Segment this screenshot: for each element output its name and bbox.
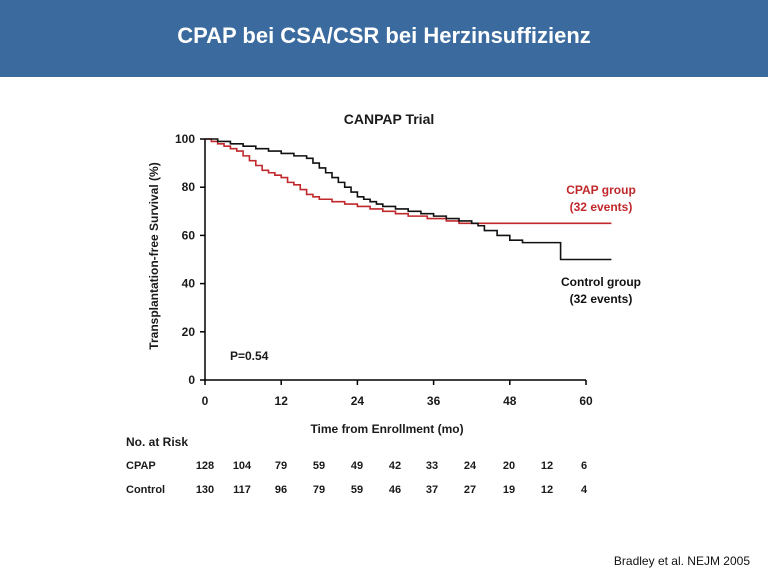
- at-risk-cell: 4: [581, 484, 588, 496]
- at-risk-cell: 20: [503, 460, 515, 472]
- at-risk-cell: 130: [196, 484, 214, 496]
- at-risk-cell: 96: [275, 484, 287, 496]
- slide-header: CPAP bei CSA/CSR bei Herzinsuffizienz: [0, 0, 768, 77]
- at-risk-cell: 59: [351, 484, 363, 496]
- slide-title: CPAP bei CSA/CSR bei Herzinsuffizienz: [177, 22, 591, 48]
- at-risk-cell: 46: [389, 484, 401, 496]
- p-value-annotation: P=0.54: [230, 349, 269, 363]
- y-tick-label: 100: [175, 132, 195, 146]
- at-risk-cell: 42: [389, 460, 401, 472]
- x-tick-label: 0: [202, 394, 209, 408]
- at-risk-cell: 117: [233, 484, 251, 496]
- control-survival-curve: [205, 138, 612, 261]
- at-risk-cell: 49: [351, 460, 363, 472]
- cpap-survival-curve: [205, 138, 612, 225]
- at-risk-cell: 59: [313, 460, 325, 472]
- y-tick-label: 0: [188, 373, 195, 387]
- x-tick-label: 60: [579, 394, 593, 408]
- x-tick-label: 24: [351, 394, 365, 408]
- citation: Bradley et al. NEJM 2005: [613, 554, 750, 568]
- at-risk-row-label: Control: [126, 484, 165, 496]
- y-tick-label: 60: [182, 228, 196, 242]
- chart-axes: [204, 139, 586, 381]
- at-risk-cell: 37: [426, 484, 438, 496]
- x-axis-label: Time from Enrollment (mo): [310, 422, 463, 436]
- at-risk-cell: 33: [426, 460, 438, 472]
- at-risk-row-label: CPAP: [126, 460, 156, 472]
- legend-control-events: (32 events): [570, 292, 633, 306]
- legend-cpap-events: (32 events): [570, 200, 633, 214]
- at-risk-cell: 79: [275, 460, 287, 472]
- x-tick-label: 48: [503, 394, 517, 408]
- at-risk-cell: 12: [541, 460, 553, 472]
- at-risk-cell: 12: [541, 484, 553, 496]
- y-tick-label: 80: [182, 180, 196, 194]
- at-risk-cell: 128: [196, 460, 214, 472]
- y-tick-label: 20: [182, 325, 196, 339]
- at-risk-cell: 104: [233, 460, 252, 472]
- chart-series: [205, 138, 612, 261]
- chart-legend: CPAP group (32 events) Control group (32 ev…: [561, 183, 641, 306]
- x-tick-label: 36: [427, 394, 441, 408]
- at-risk-cell: 19: [503, 484, 515, 496]
- y-tick-label: 40: [182, 277, 196, 291]
- at-risk-cell: 24: [464, 460, 477, 472]
- chart-ticks: 0 20 40 60 80 100 0 12 24 36 48 60: [175, 132, 593, 408]
- at-risk-title: No. at Risk: [126, 435, 188, 449]
- at-risk-cell: 79: [313, 484, 325, 496]
- legend-cpap-name: CPAP group: [566, 183, 636, 197]
- at-risk-cell: 6: [581, 460, 587, 472]
- x-tick-label: 12: [275, 394, 289, 408]
- at-risk-cell: 27: [464, 484, 476, 496]
- chart-title: CANPAP Trial: [344, 111, 435, 127]
- y-axis-label: Transplantation-free Survival (%): [147, 162, 161, 349]
- at-risk-table: CPAP 128 104 79 59 49 42 33 24 20 12 6 Control 130 117…: [126, 460, 588, 496]
- legend-control-name: Control group: [561, 275, 641, 289]
